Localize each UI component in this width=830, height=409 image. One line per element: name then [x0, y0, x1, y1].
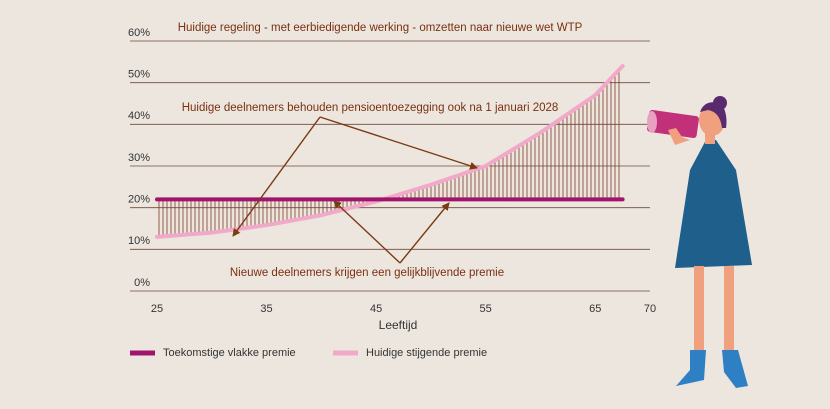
arrows: [232, 116, 478, 264]
y-tick-label: 20%: [128, 194, 150, 206]
x-tick-label: 25: [151, 303, 163, 315]
arrow: [333, 200, 401, 264]
dress: [675, 140, 752, 268]
telescope: [647, 110, 699, 138]
leg: [724, 266, 734, 356]
annotation: Huidige deelnemers behouden pensioentoez…: [182, 102, 559, 114]
chart-title: Huidige regeling - met eerbiedigende wer…: [178, 22, 583, 34]
y-tick-label: 10%: [128, 235, 150, 247]
hair-bun: [713, 96, 727, 110]
arrow: [232, 116, 321, 237]
boot: [722, 350, 748, 388]
neck: [705, 128, 715, 144]
x-axis-label: Leeftijd: [379, 318, 418, 332]
arm: [668, 128, 695, 145]
plot-area: 0% 10% 20% 30% 40% 50% 60% 25 35 45 55 65 70: [128, 27, 656, 315]
leg: [694, 266, 704, 356]
x-tick-label: 70: [644, 303, 656, 315]
y-tick-label: 40%: [128, 110, 150, 122]
y-tick-label: 0%: [134, 277, 150, 289]
legend: Toekomstige vlakke premie Huidige stijgen…: [130, 347, 487, 359]
legend-label: Toekomstige vlakke premie: [163, 347, 296, 359]
annotation: Nieuwe deelnemers krijgen een gelijkblij…: [230, 267, 504, 279]
arrow: [399, 202, 450, 264]
x-tick-label: 35: [260, 303, 272, 315]
y-tick-label: 60%: [128, 27, 150, 39]
illustration: [647, 96, 752, 388]
arrow: [319, 116, 478, 170]
x-tick-label: 65: [589, 303, 601, 315]
x-tick-label: 45: [370, 303, 382, 315]
y-tick-label: 30%: [128, 152, 150, 164]
y-tick-label: 50%: [128, 69, 150, 81]
legend-label: Huidige stijgende premie: [366, 347, 487, 359]
boot: [676, 350, 706, 386]
telescope-lens: [647, 111, 657, 133]
x-tick-label: 55: [480, 303, 492, 315]
